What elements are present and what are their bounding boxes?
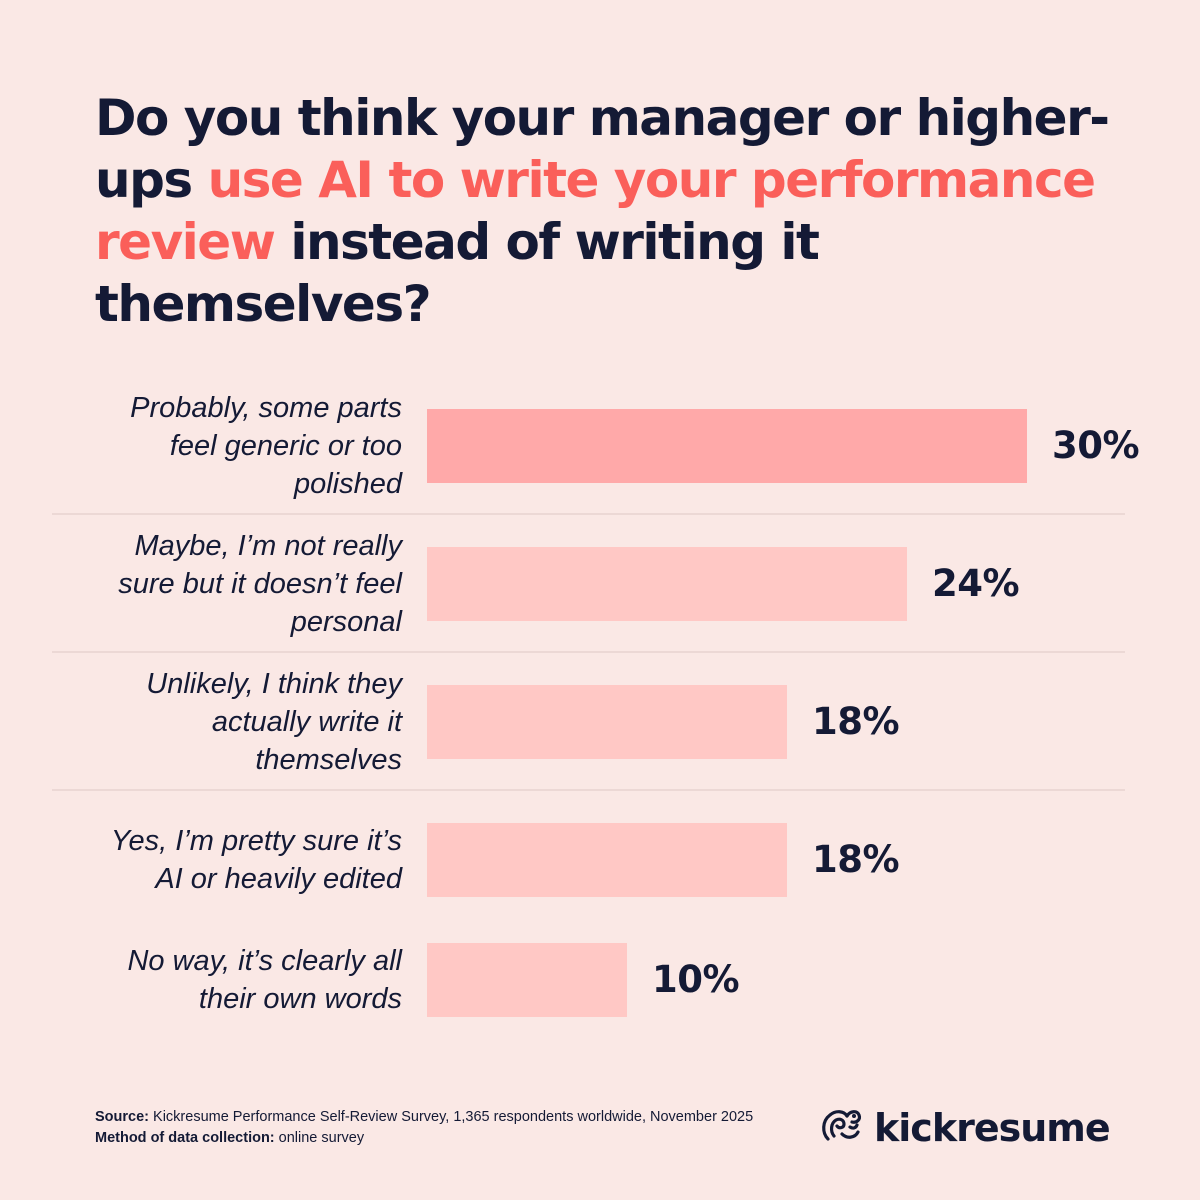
method-label: Method of data collection:	[95, 1130, 275, 1146]
value-label: 18%	[812, 700, 900, 743]
bar	[427, 823, 787, 897]
title-part-1: Do you think your manager or higher-ups	[95, 89, 1110, 209]
source-text: Kickresume Performance Self-Review Surve…	[149, 1109, 754, 1125]
brand-name: kickresume	[874, 1105, 1111, 1150]
method-line: Method of data collection: online survey	[95, 1128, 753, 1149]
source-label: Source:	[95, 1109, 149, 1125]
brand-logo: kickresume	[820, 1103, 1111, 1152]
title-accent: use AI to write your performance review	[95, 151, 1096, 271]
kickresume-logo-icon	[820, 1103, 864, 1152]
chart-title: Do you think your manager or higher-ups …	[95, 87, 1115, 335]
value-label: 30%	[1052, 424, 1140, 467]
category-label: No way, it’s clearly all their own words	[127, 945, 402, 1015]
category-label: Yes, I’m pretty sure it’s AI or heavily …	[110, 825, 402, 895]
source-line: Source: Kickresume Performance Self-Revi…	[95, 1107, 753, 1128]
bar	[427, 685, 787, 759]
method-text: online survey	[274, 1130, 365, 1146]
bar	[427, 547, 907, 621]
footer: Source: Kickresume Performance Self-Revi…	[95, 1107, 753, 1149]
category-label: Maybe, I’m not really sure but it doesn’…	[118, 530, 402, 638]
value-label: 24%	[932, 562, 1020, 605]
category-label: Unlikely, I think they actually write it…	[146, 668, 402, 776]
title-part-2: instead of writing it themselves?	[95, 213, 820, 333]
bar	[427, 409, 1027, 483]
category-label: Probably, some parts feel generic or too…	[130, 392, 402, 500]
bar	[427, 943, 627, 1017]
value-label: 10%	[652, 958, 740, 1001]
value-label: 18%	[812, 838, 900, 881]
